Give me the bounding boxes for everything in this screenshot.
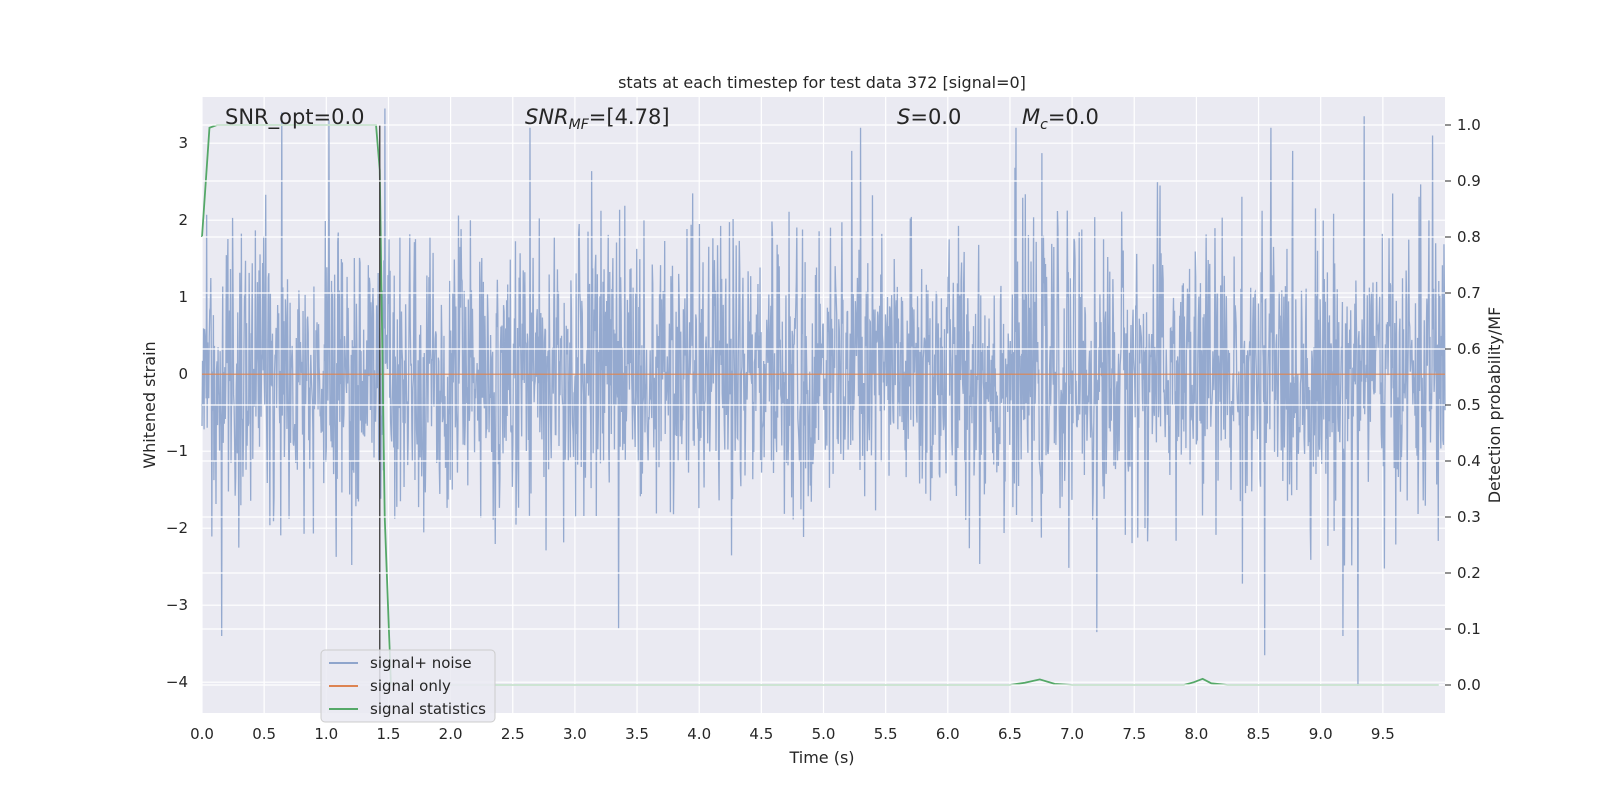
legend-box (320, 649, 496, 723)
right-y-tick-label: 0.7 (1457, 284, 1481, 302)
x-tick-label: 9.5 (1371, 725, 1395, 743)
x-tick-label: 6.0 (936, 725, 960, 743)
right-y-grid (202, 124, 1445, 686)
y-tick-label: 2 (178, 211, 188, 229)
legend: signal+ noise signal only signal statist… (320, 649, 496, 723)
y-axis-label: Whitened strain (140, 341, 159, 468)
legend-label-signal-only: signal only (370, 677, 451, 695)
series-signal-plus-noise (201, 108, 1446, 687)
x-tick-label: 3.5 (625, 725, 649, 743)
right-y-axis-label: Detection probability/MF (1485, 307, 1504, 504)
annotation-snr-mf-base: SNR (525, 105, 569, 129)
right-y-tick-label: 0.1 (1457, 620, 1481, 638)
y-tick-label: 0 (178, 365, 188, 383)
x-axis-label: Time (s) (788, 748, 854, 767)
y-tick-label: −3 (166, 596, 188, 614)
annotation-s: S=0.0 (897, 105, 961, 129)
x-tick-label: 4.5 (749, 725, 773, 743)
x-tick-label: 0.5 (252, 725, 276, 743)
x-tick-label: 1.0 (314, 725, 338, 743)
x-tick-label: 7.0 (1060, 725, 1084, 743)
x-tick-label: 8.0 (1184, 725, 1208, 743)
annotation-mc-sub: c (1040, 117, 1048, 133)
right-y-tick-label: 0.5 (1457, 396, 1481, 414)
right-y-tick-label: 0.2 (1457, 564, 1481, 582)
right-y-tick-label: 0.8 (1457, 228, 1481, 246)
right-y-ticks: 0.0 0.1 0.2 0.3 0.4 0.5 0.6 0.7 0.8 0.9 1.0 (1445, 116, 1481, 694)
y-tick-label: −1 (166, 442, 188, 460)
y-tick-label: 1 (178, 288, 188, 306)
annotation-snr-mf-rest: =[4.78] (589, 105, 670, 129)
annotation-mc-rest: =0.0 (1048, 105, 1099, 129)
right-y-tick-label: 0.3 (1457, 508, 1481, 526)
annotation-s-rest: =0.0 (910, 105, 961, 129)
right-y-tick-label: 1.0 (1457, 116, 1481, 134)
x-tick-label: 0.0 (190, 725, 214, 743)
chart-title: stats at each timestep for test data 372… (618, 73, 1026, 92)
x-tick-label: 8.5 (1247, 725, 1271, 743)
legend-label-signal-plus-noise: signal+ noise (370, 654, 472, 672)
annotation-s-base: S (897, 105, 910, 129)
y-tick-label: 3 (178, 134, 188, 152)
annotation-snr-mf-sub: MF (569, 117, 590, 133)
y-tick-label: −2 (166, 519, 188, 537)
annotation-mc: Mc=0.0 (1022, 105, 1099, 133)
right-y-tick-label: 0.4 (1457, 452, 1481, 470)
x-tick-label: 6.5 (998, 725, 1022, 743)
x-ticks: 0.0 0.5 1.0 1.5 2.0 2.5 3.0 3.5 4.0 4.5 5.0 5.5 6.0 6… (190, 725, 1395, 743)
annotation-mc-base: M (1022, 105, 1040, 129)
x-tick-label: 5.5 (874, 725, 898, 743)
y-ticks: −4 −3 −2 −1 0 1 2 3 (166, 134, 188, 691)
x-tick-label: 1.5 (377, 725, 401, 743)
x-tick-label: 9.0 (1309, 725, 1333, 743)
noise-trace (201, 108, 1446, 687)
right-y-tick-label: 0.6 (1457, 340, 1481, 358)
x-tick-label: 2.5 (501, 725, 525, 743)
right-y-tick-label: 0.0 (1457, 676, 1481, 694)
x-tick-label: 4.0 (687, 725, 711, 743)
x-tick-label: 2.0 (439, 725, 463, 743)
annotation-snr-opt: SNR_opt=0.0 (225, 105, 365, 130)
annotation-snr-mf: SNRMF=[4.78] (525, 105, 670, 133)
x-tick-label: 5.0 (812, 725, 836, 743)
x-tick-label: 3.0 (563, 725, 587, 743)
y-tick-label: −4 (166, 673, 188, 691)
legend-label-signal-statistics: signal statistics (370, 700, 486, 718)
right-y-tick-label: 0.9 (1457, 172, 1481, 190)
x-tick-label: 7.5 (1122, 725, 1146, 743)
